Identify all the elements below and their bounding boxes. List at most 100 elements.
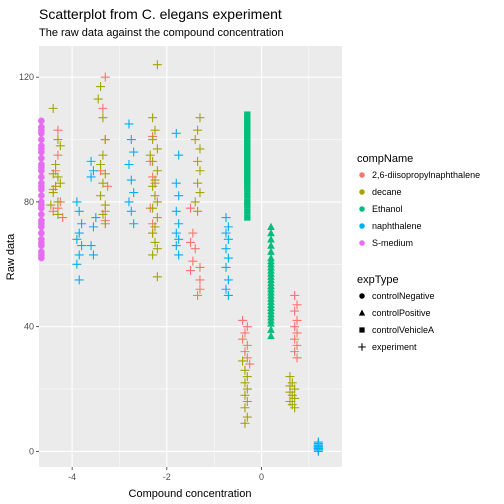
data-point	[72, 259, 82, 269]
data-point	[126, 135, 136, 145]
data-point	[174, 219, 184, 229]
data-point	[48, 206, 58, 216]
data-point	[186, 203, 195, 213]
x-tick-label: -4	[68, 472, 76, 482]
legend-key	[359, 172, 365, 178]
data-point	[285, 381, 295, 391]
data-point	[38, 201, 45, 209]
data-point	[96, 191, 106, 201]
data-point	[290, 403, 300, 413]
y-axis-title: Raw data	[5, 233, 17, 280]
data-point	[245, 359, 255, 369]
data-point	[38, 126, 45, 134]
plot-panel	[39, 46, 342, 467]
data-point	[86, 241, 96, 251]
data-point	[38, 251, 45, 259]
data-point	[195, 284, 205, 294]
data-point	[38, 164, 45, 171]
data-point	[103, 181, 113, 191]
legend-title: compName	[357, 153, 413, 165]
data-point	[100, 219, 110, 229]
data-point	[98, 209, 108, 219]
data-point	[86, 172, 96, 182]
data-point	[240, 378, 250, 388]
data-point	[195, 275, 205, 285]
data-point	[171, 228, 181, 238]
data-point	[267, 253, 275, 262]
data-point	[242, 340, 252, 350]
data-point	[93, 94, 103, 104]
legend-title: expType	[357, 274, 399, 286]
data-point	[100, 135, 110, 145]
data-point	[238, 356, 248, 366]
data-point	[195, 262, 205, 272]
data-point	[171, 206, 181, 216]
data-point	[244, 139, 251, 146]
data-point	[74, 250, 84, 260]
data-point	[48, 188, 58, 198]
x-axis-title: Compound concentration	[129, 488, 252, 500]
data-point	[51, 160, 61, 170]
chart-title: Scatterplot from C. elegans experiment	[39, 6, 282, 22]
data-point	[190, 244, 200, 254]
data-point	[242, 397, 252, 407]
data-point	[77, 219, 87, 229]
data-point	[240, 418, 250, 428]
data-point	[174, 250, 184, 260]
data-point	[290, 384, 300, 394]
data-point	[148, 203, 158, 213]
data-points	[38, 60, 323, 456]
data-point	[72, 234, 82, 244]
data-point	[195, 144, 205, 154]
data-point	[240, 347, 250, 357]
data-point	[53, 209, 63, 219]
data-point	[152, 213, 162, 223]
data-point	[221, 213, 231, 223]
data-point	[223, 253, 233, 263]
data-point	[152, 244, 162, 254]
data-point	[244, 164, 251, 171]
data-point	[171, 178, 181, 188]
data-point	[171, 241, 181, 251]
data-point	[242, 353, 252, 363]
data-point	[174, 191, 184, 201]
data-point	[290, 393, 300, 403]
data-point	[193, 206, 203, 216]
data-point	[150, 175, 160, 185]
data-point	[292, 353, 302, 363]
legend-key	[359, 223, 365, 229]
data-point	[193, 178, 203, 188]
data-point	[38, 211, 45, 218]
x-tick-label: 0	[259, 472, 264, 482]
data-point	[98, 178, 108, 188]
data-point	[148, 228, 158, 238]
data-point	[240, 328, 250, 338]
data-point	[238, 315, 248, 325]
data-point	[223, 222, 233, 232]
data-point	[88, 250, 98, 260]
data-point	[72, 197, 82, 207]
data-point	[152, 272, 162, 282]
legend-key	[359, 240, 365, 246]
data-point	[38, 145, 45, 153]
data-point	[152, 144, 162, 154]
data-point	[124, 197, 134, 207]
data-point	[292, 315, 302, 325]
data-point	[88, 166, 98, 176]
data-point	[148, 113, 158, 123]
data-point	[242, 372, 252, 382]
data-point	[193, 156, 203, 166]
data-point	[221, 284, 231, 294]
data-point	[124, 119, 134, 129]
axes: -4 -2 0 0 40 80 120	[19, 72, 264, 482]
legend-key	[358, 309, 366, 316]
data-point	[244, 208, 251, 215]
data-point	[148, 250, 158, 260]
data-point	[267, 222, 275, 230]
data-point	[38, 136, 45, 143]
legend-label: 2,6-diisopropylnaphthalene	[372, 170, 480, 180]
data-point	[38, 220, 45, 228]
data-point	[152, 60, 162, 70]
data-point	[244, 198, 251, 206]
